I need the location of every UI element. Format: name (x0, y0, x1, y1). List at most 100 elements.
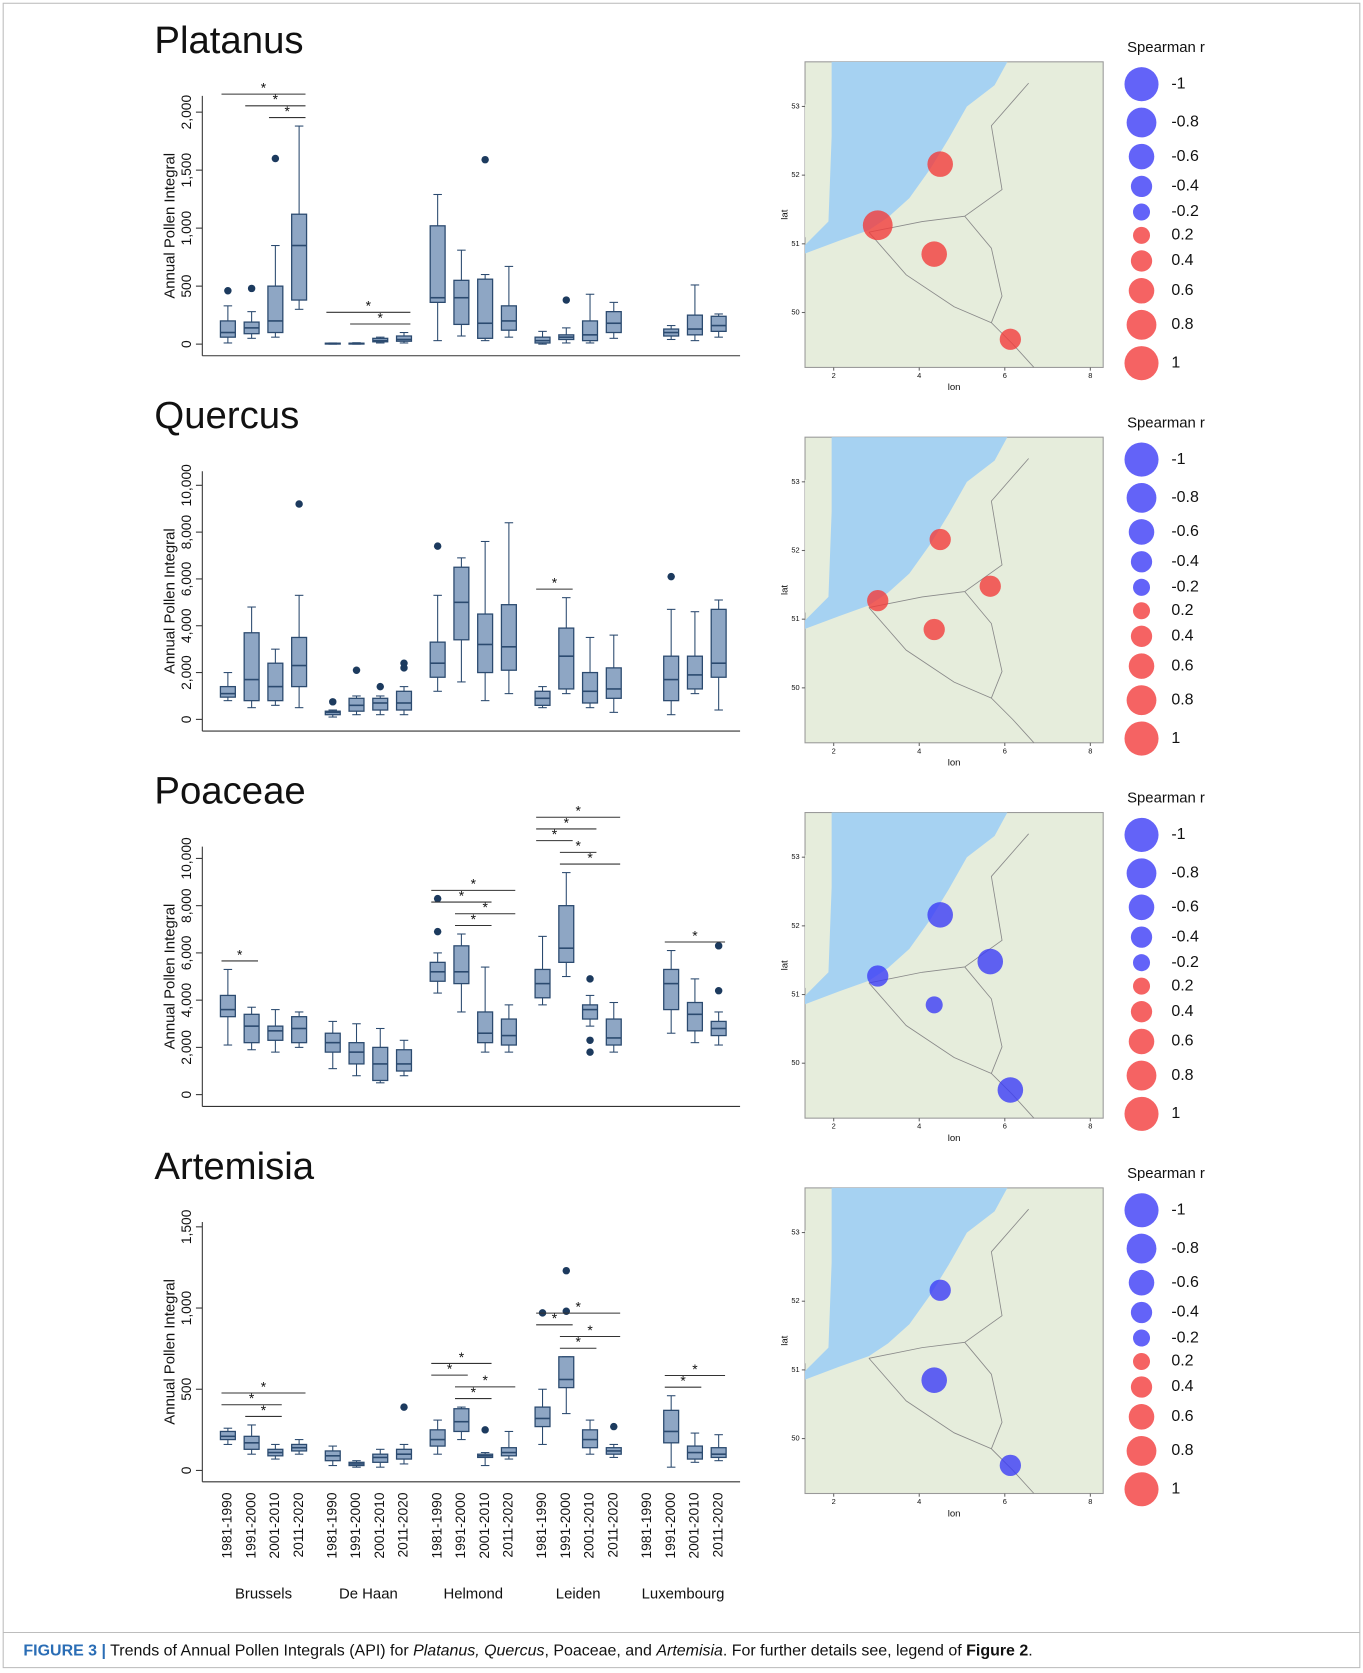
box (664, 656, 679, 700)
map-y-tick-label: 53 (791, 101, 799, 110)
legend-swatch (1133, 602, 1150, 619)
map-y-tick-label: 53 (791, 1228, 799, 1237)
significance-star: * (564, 814, 570, 830)
y-tick-label: 500 (178, 1377, 194, 1400)
significance-star: * (378, 309, 384, 325)
box (397, 336, 412, 341)
map-y-label: lat (779, 585, 790, 595)
bubble (924, 619, 945, 640)
y-tick-label: 2,000 (178, 1030, 194, 1065)
bubble (927, 902, 953, 928)
bubble (977, 949, 1003, 975)
box (292, 214, 307, 300)
group-label: Luxembourg (642, 1587, 725, 1603)
bubble (998, 1077, 1024, 1103)
significance-star: * (575, 1334, 581, 1350)
bubble (930, 1280, 951, 1301)
y-axis-label: Annual Pollen Integral (162, 1279, 178, 1425)
legend-label: 0.2 (1171, 227, 1193, 244)
significance-star: * (237, 946, 243, 962)
legend-swatch (1133, 1353, 1150, 1370)
box (292, 637, 307, 686)
box (430, 1430, 445, 1446)
box (664, 1410, 679, 1442)
box (559, 906, 574, 963)
panel-title: Platanus (154, 19, 303, 62)
map-x-label: lon (948, 1508, 961, 1519)
map-y-tick-label: 50 (791, 1058, 799, 1067)
box (268, 286, 283, 332)
map-y-label: lat (779, 209, 790, 219)
legend-label: 0.4 (1171, 628, 1193, 645)
outlier (295, 500, 302, 507)
box (478, 614, 493, 673)
map-x-tick-label: 2 (832, 746, 836, 755)
map-y-label: lat (779, 1335, 790, 1345)
significance-star: * (273, 91, 279, 107)
map-x-tick-label: 8 (1088, 371, 1092, 380)
box (606, 668, 621, 698)
significance-star: * (552, 1310, 558, 1326)
x-tick-label: 1991-2000 (452, 1492, 468, 1558)
box (501, 1448, 516, 1456)
legend-swatch (1127, 483, 1157, 513)
legend-swatch (1127, 310, 1157, 340)
legend-label: -0.8 (1171, 114, 1199, 131)
legend-label: -0.6 (1171, 1274, 1199, 1291)
outlier (586, 1037, 593, 1044)
box (292, 1017, 307, 1043)
outlier (434, 542, 441, 549)
box (687, 656, 702, 689)
x-tick-label: 2011-2020 (604, 1492, 620, 1557)
legend-label: -0.6 (1171, 523, 1199, 540)
caption-label: FIGURE 3 | (23, 1643, 106, 1660)
group-label: De Haan (339, 1587, 398, 1603)
map-y-tick-label: 51 (791, 614, 799, 623)
map-x-tick-label: 4 (917, 371, 921, 380)
x-tick-label: 2001-2010 (371, 1492, 387, 1558)
x-tick-label: 1981-1990 (638, 1492, 654, 1558)
box (501, 1019, 516, 1045)
box (373, 698, 388, 710)
x-tick-label: 1981-1990 (428, 1492, 444, 1558)
legend-swatch (1131, 626, 1152, 647)
x-tick-label: 2001-2010 (266, 1492, 282, 1558)
legend-swatch (1127, 685, 1157, 715)
legend-swatch (1127, 1234, 1157, 1264)
map-x-tick-label: 8 (1088, 746, 1092, 755)
legend-swatch (1127, 108, 1157, 138)
legend-label: 0.4 (1171, 252, 1193, 269)
bubble (921, 1367, 947, 1393)
figure: FIGURE 3 | Trends of Annual Pollen Integ… (0, 0, 1363, 1673)
caption-text: . For further details see, legend of (723, 1643, 966, 1660)
significance-star: * (575, 1298, 581, 1314)
group-label: Brussels (235, 1587, 292, 1603)
box (711, 316, 726, 331)
map-y-tick-label: 53 (791, 477, 799, 486)
y-tick-label: 1,000 (178, 211, 194, 246)
map-x-tick-label: 4 (917, 1497, 921, 1506)
legend-swatch (1133, 227, 1150, 244)
y-tick-label: 1,500 (178, 1209, 194, 1244)
group-label: Leiden (556, 1587, 601, 1603)
x-tick-label: 2011-2020 (500, 1492, 516, 1557)
box (711, 1448, 726, 1458)
x-tick-label: 1991-2000 (662, 1492, 678, 1558)
y-axis-label: Annual Pollen Integral (162, 528, 178, 674)
bubble (867, 965, 888, 986)
outlier (400, 659, 407, 666)
map-y-tick-label: 52 (791, 545, 799, 554)
significance-star: * (575, 838, 581, 854)
outlier (248, 285, 255, 292)
legend-swatch (1124, 818, 1158, 852)
box (583, 673, 598, 703)
map-x-tick-label: 6 (1003, 1497, 1007, 1506)
legend-swatch (1133, 978, 1150, 995)
significance-star: * (587, 849, 593, 865)
significance-star: * (587, 1322, 593, 1338)
caption-text: Trends of Annual Pollen Integrals (API) … (106, 1643, 413, 1660)
significance-star: * (471, 876, 477, 892)
box (559, 628, 574, 689)
map-x-tick-label: 6 (1003, 746, 1007, 755)
legend-label: 0.8 (1171, 1442, 1193, 1459)
